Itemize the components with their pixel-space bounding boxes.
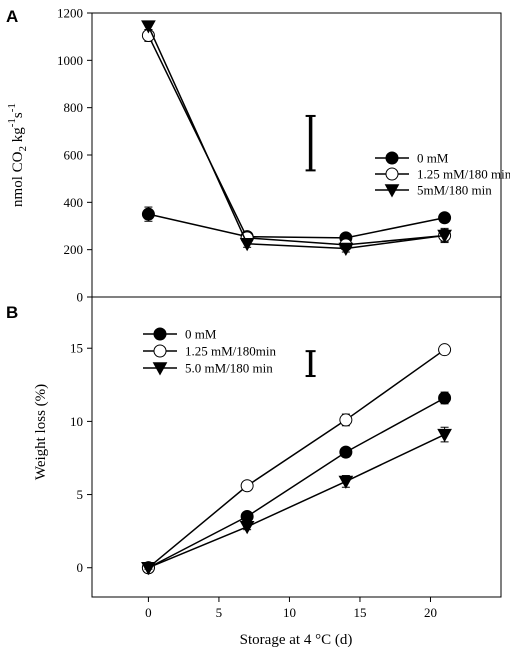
legend-item: 0 mM (143, 327, 217, 342)
series-line (148, 213, 445, 239)
data-point (141, 20, 156, 34)
legend-label: 5mM/180 min (417, 183, 492, 198)
legend-item: 5mM/180 min (375, 183, 492, 198)
x-tick-label: 5 (216, 605, 223, 620)
series-line (147, 349, 446, 569)
data-point (239, 521, 255, 535)
y-tick-label: 400 (64, 195, 84, 210)
y-tick-label: 15 (70, 341, 83, 356)
y-tick-label: 0 (77, 560, 84, 575)
panel-b: B 0 5 10 15 0 5 10 15 20 Weight loss (%) Storag… (6, 296, 502, 648)
y-tick-label: 10 (70, 414, 83, 429)
x-tick-label: 0 (145, 605, 152, 620)
panel-b-y-axis-label: Weight loss (%) (33, 384, 49, 480)
panel-b-legend: 0 mM 1.25 mM/180min 5.0 mM/180 min (143, 327, 277, 376)
series-0 (141, 206, 452, 245)
panel-a-series (141, 20, 452, 257)
series-line (148, 397, 445, 569)
panel-b-y-ticks: 0 5 10 15 (70, 341, 92, 575)
panel-b-letter: B (6, 303, 18, 322)
series-0 (141, 391, 452, 575)
series-line (147, 25, 445, 250)
panel-a-letter: A (6, 7, 18, 26)
series-line (148, 433, 445, 569)
legend-item: 0 mM (375, 151, 449, 166)
data-point (338, 475, 354, 489)
series-2 (141, 426, 452, 576)
panel-b-x-ticks: 0 5 10 15 20 (145, 597, 437, 620)
panel-a-lsd-bar (305, 114, 316, 172)
legend-item: 1.25 mM/180 min (375, 167, 510, 182)
legend-label: 0 mM (185, 327, 217, 342)
panel-b-series (141, 343, 452, 576)
x-axis-label: Storage at 4 °C (d) (240, 632, 353, 648)
panel-a-y-axis-label: nmol CO2 kg-1s-1 (6, 103, 29, 207)
legend-label: 0 mM (417, 151, 449, 166)
data-point (240, 479, 254, 493)
data-point (339, 413, 353, 427)
panel-b-lsd-bar (305, 350, 316, 378)
x-tick-label: 15 (353, 605, 366, 620)
data-point (141, 562, 156, 576)
legend-label: 1.25 mM/180min (185, 344, 277, 359)
data-point (438, 211, 452, 225)
data-point (141, 207, 155, 221)
y-tick-label: 1000 (57, 53, 83, 68)
legend-marker (384, 184, 400, 198)
data-point (437, 229, 452, 243)
y-tick-label: 5 (77, 487, 84, 502)
legend-marker (153, 344, 167, 358)
panel-b-frame (91, 296, 502, 598)
y-tick-label: 800 (64, 100, 84, 115)
series-1 (141, 343, 452, 575)
legend-marker (152, 362, 168, 376)
legend-marker (153, 327, 167, 341)
legend-label: 1.25 mM/180 min (417, 167, 510, 182)
data-point (239, 238, 255, 252)
legend-item: 1.25 mM/180min (143, 344, 277, 359)
legend-marker (385, 151, 399, 165)
y-tick-label: 600 (64, 148, 84, 163)
data-point (438, 391, 452, 405)
panel-a-y-ticks: 0 200 400 600 800 1000 1200 (57, 6, 92, 305)
data-point (437, 428, 452, 443)
series-2 (141, 20, 452, 257)
x-tick-label: 10 (283, 605, 296, 620)
data-point (240, 510, 254, 524)
x-tick-label: 20 (424, 605, 437, 620)
data-point (338, 242, 354, 257)
legend-label: 5.0 mM/180 min (185, 361, 273, 376)
panel-a: A 0 200 400 600 800 1000 1200 nmol CO2 kg-1s-1… (6, 6, 510, 305)
data-point (438, 343, 452, 357)
y-tick-label: 1200 (57, 6, 83, 21)
y-tick-label: 0 (77, 290, 84, 305)
series-1 (141, 28, 452, 252)
legend-marker (385, 167, 399, 181)
legend-item: 5.0 mM/180 min (143, 361, 273, 376)
series-line (147, 35, 445, 246)
data-point (339, 445, 353, 459)
y-tick-label: 200 (64, 242, 84, 257)
